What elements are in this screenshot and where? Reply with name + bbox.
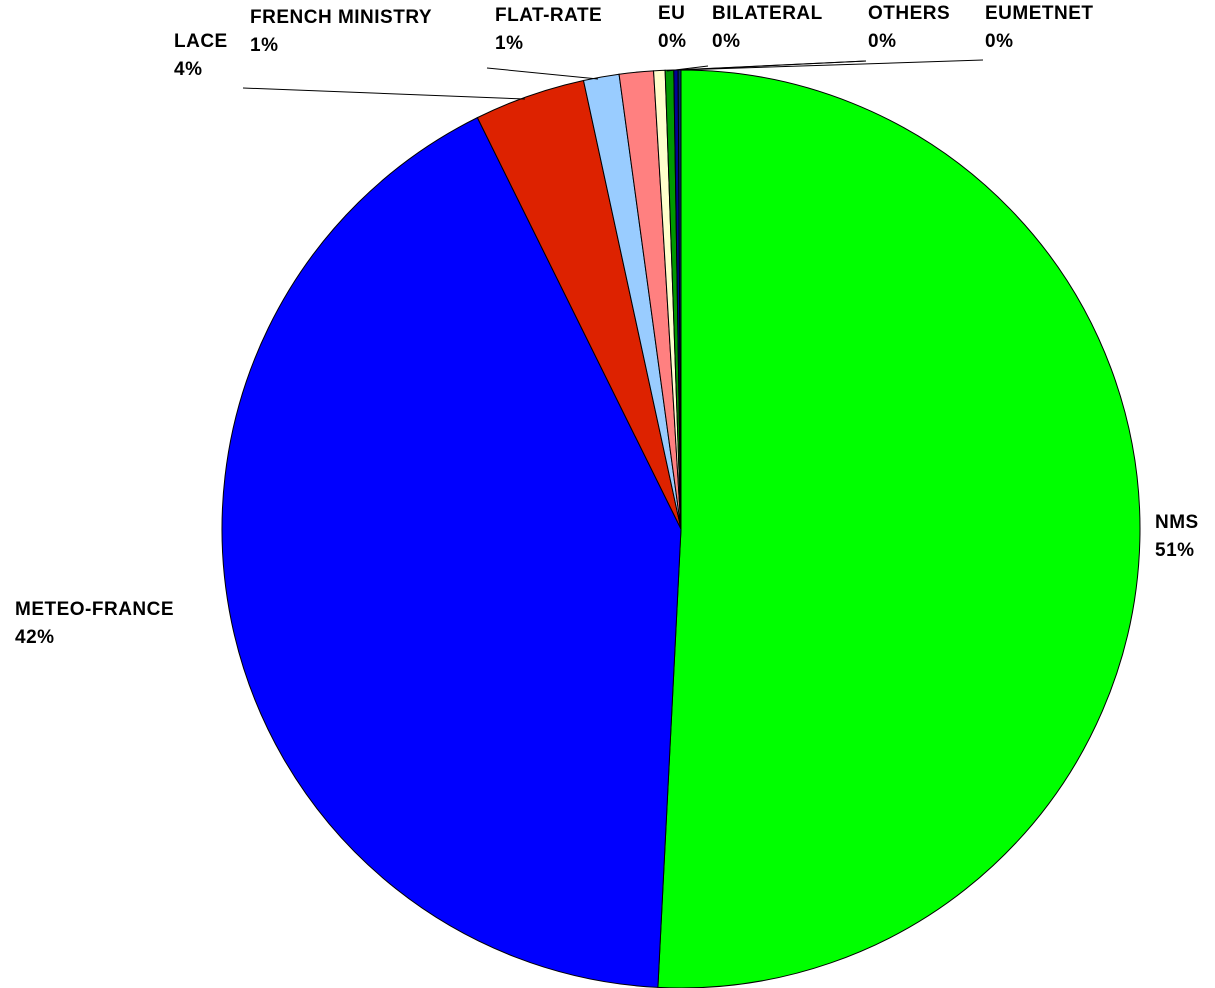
- leader-line: [679, 59, 984, 71]
- pie-slice: [221, 116, 682, 988]
- slice-value-label: 1%: [250, 35, 278, 56]
- leader-line: [486, 67, 599, 80]
- leader-line: [678, 60, 867, 71]
- slice-label: NMS: [1155, 512, 1199, 533]
- pie-slice: [657, 69, 1141, 988]
- slice-label: FLAT-RATE: [495, 5, 602, 26]
- slice-value-label: 0%: [712, 31, 740, 52]
- slice-label: FRENCH MINISTRY: [250, 7, 432, 28]
- leader-line: [242, 87, 526, 100]
- slice-value-label: 4%: [174, 59, 202, 80]
- slice-label: LACE: [174, 31, 228, 52]
- slice-value-label: 0%: [658, 31, 686, 52]
- slice-value-label: 0%: [985, 31, 1013, 52]
- slice-label: BILATERAL: [712, 3, 823, 24]
- slice-label: EUMETNET: [985, 3, 1094, 24]
- slice-value-label: 1%: [495, 33, 523, 54]
- slice-value-label: 51%: [1155, 540, 1195, 561]
- slice-label: METEO-FRANCE: [15, 599, 174, 620]
- slice-value-label: 42%: [15, 627, 55, 648]
- leader-line: [666, 65, 709, 72]
- slice-value-label: 0%: [868, 31, 896, 52]
- slice-label: EU: [658, 3, 685, 24]
- slice-label: OTHERS: [868, 3, 950, 24]
